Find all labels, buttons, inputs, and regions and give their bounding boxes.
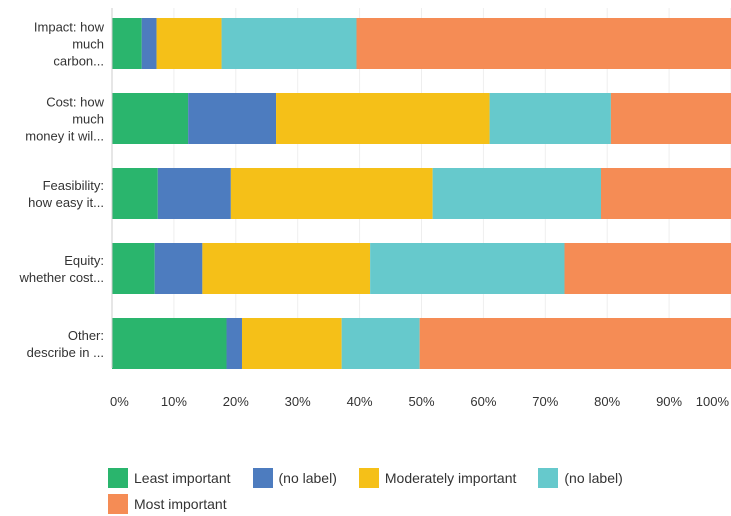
bar-segment (141, 18, 157, 69)
category-label: Feasibility: how easy it... (28, 178, 104, 210)
legend-label: Least important (134, 470, 231, 486)
category-label: Impact: how much carbon... (34, 20, 105, 69)
category-label-line: describe in ... (27, 345, 104, 360)
bar-segment (221, 18, 357, 69)
legend-item: Most important (108, 494, 227, 514)
bar-segment (276, 93, 490, 144)
x-tick-label: 90% (656, 394, 682, 409)
bar-segment (610, 93, 731, 144)
bar-segment (154, 243, 203, 294)
category-label-line: money it wil... (25, 129, 104, 144)
x-tick-label: 100% (696, 394, 730, 409)
legend-swatch (252, 468, 273, 488)
bar-segment (156, 18, 222, 69)
bar-segment (419, 318, 731, 369)
legend-swatch (538, 468, 559, 488)
legend-label: (no label) (278, 470, 337, 486)
legend-label: Most important (134, 496, 227, 512)
bar-segment (356, 18, 731, 69)
bar-segment (188, 93, 277, 144)
legend-swatch (358, 468, 379, 488)
bar-segment (112, 93, 189, 144)
bar-segment (341, 318, 420, 369)
x-tick-label: 50% (408, 394, 434, 409)
category-label: Cost: how much money it wil... (25, 95, 104, 144)
x-tick-label: 20% (223, 394, 249, 409)
bar-segment (112, 243, 155, 294)
x-tick-label: 30% (285, 394, 311, 409)
x-tick-label: 80% (594, 394, 620, 409)
legend-item: Least important (108, 468, 231, 488)
bar-segment (241, 318, 342, 369)
category-label-line: Other: (68, 328, 104, 343)
bar-segment (112, 318, 227, 369)
legend-item: (no label) (252, 468, 337, 488)
chart-legend: Least important (no label) Moderately impo… (108, 468, 708, 514)
legend-label: (no label) (564, 470, 623, 486)
bar-segment (564, 243, 731, 294)
legend-label: Moderately important (384, 470, 517, 486)
category-label-line: Equity: (64, 253, 104, 268)
bar-segment (112, 168, 158, 219)
legend-swatch (108, 494, 128, 514)
bar-segment (601, 168, 731, 219)
x-tick-label: 0% (110, 394, 129, 409)
bar-segment (202, 243, 371, 294)
bar-segment (226, 318, 242, 369)
bar-segment (157, 168, 231, 219)
bar-segment (432, 168, 602, 219)
category-label-line: much (72, 112, 104, 127)
x-tick-label: 60% (470, 394, 496, 409)
bar-segment (370, 243, 565, 294)
category-label-line: how easy it... (28, 195, 104, 210)
x-tick-label: 40% (347, 394, 373, 409)
category-label-line: carbon... (53, 54, 104, 69)
x-tick-label: 70% (532, 394, 558, 409)
legend-swatch (108, 468, 128, 488)
category-label: Equity: whether cost... (18, 253, 104, 285)
category-label-line: Cost: how (46, 95, 104, 110)
bar-segment (230, 168, 433, 219)
chart-plot: Impact: how much carbon... Cost: how much mon… (18, 8, 731, 409)
category-label-line: much (72, 37, 104, 52)
x-tick-label: 10% (161, 394, 187, 409)
category-label-line: whether cost... (18, 270, 104, 285)
category-label: Other: describe in ... (27, 328, 104, 360)
bar-segment (489, 93, 611, 144)
legend-item: Moderately important (358, 468, 517, 488)
category-label-line: Feasibility: (43, 178, 104, 193)
category-label-line: Impact: how (34, 20, 105, 35)
legend-item: (no label) (538, 468, 623, 488)
bar-segment (112, 18, 142, 69)
